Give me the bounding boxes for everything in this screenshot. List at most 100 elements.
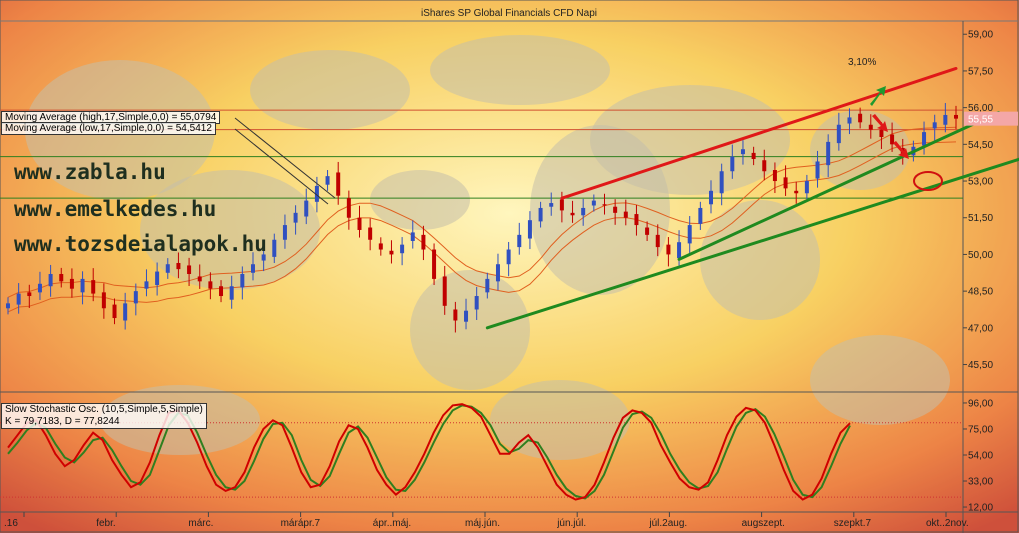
candle-body (559, 199, 564, 211)
candle (421, 225, 426, 261)
candle-body (208, 281, 213, 289)
candle (219, 280, 224, 303)
candle-body (293, 212, 298, 223)
candle-body (112, 304, 117, 319)
x-tick-label: febr. (96, 518, 115, 529)
candle (133, 283, 138, 316)
candle-body (261, 254, 266, 261)
candle (59, 267, 64, 288)
candle (346, 190, 351, 230)
candle (591, 194, 596, 212)
candle (400, 237, 405, 266)
candle-body (954, 114, 958, 119)
candle-body (527, 220, 532, 239)
osc-tick-label: 75,00 (968, 424, 993, 435)
candle-body (847, 117, 852, 124)
candle-body (400, 244, 405, 254)
candle (527, 211, 532, 250)
up-arrow-icon (870, 86, 886, 106)
candle-body (304, 200, 309, 217)
candle-body (538, 207, 543, 222)
candle (538, 201, 543, 228)
candle (155, 262, 160, 296)
candle-body (772, 170, 777, 182)
price-tick-label: 57,50 (968, 66, 993, 77)
trendline-green-2 (677, 111, 1001, 261)
candle (495, 253, 500, 291)
price-tag-label: 55,55 (968, 115, 993, 126)
ma-high-line (7, 126, 957, 298)
candle-body (623, 211, 628, 218)
price-tick-label: 59,00 (968, 30, 993, 41)
candle (27, 284, 32, 309)
candle-body (250, 264, 255, 273)
candle (645, 221, 650, 241)
candle-body (804, 181, 809, 194)
candle (623, 199, 628, 226)
map-continent-6 (590, 85, 790, 195)
map-continent-12 (370, 170, 470, 230)
candle (506, 241, 511, 277)
candle-body (506, 249, 511, 265)
candle-body (432, 249, 437, 279)
candle-body (91, 280, 96, 294)
candle (101, 283, 106, 319)
candle (240, 266, 245, 300)
candle-body (613, 206, 618, 213)
map-continent-1 (140, 170, 320, 290)
candle (804, 174, 809, 200)
trendline-green-1 (485, 157, 1019, 330)
candle (570, 200, 575, 223)
candle-body (677, 242, 682, 259)
candle-body (879, 129, 884, 137)
down-arrow-icon (872, 114, 888, 132)
candle-body (453, 309, 458, 321)
x-tick-label: júl.2aug. (648, 518, 687, 529)
candle (943, 102, 948, 133)
candle-body (485, 278, 490, 293)
candle-body (378, 243, 383, 250)
candle (250, 252, 255, 281)
candle-body (59, 274, 64, 282)
candle-body (144, 281, 149, 289)
candle (719, 163, 724, 206)
candle (836, 112, 841, 151)
price-tick-label: 53,00 (968, 177, 993, 188)
candle (304, 188, 309, 225)
candle-body (730, 156, 735, 172)
map-continent-8 (810, 335, 950, 425)
candle (144, 269, 149, 297)
candle (751, 146, 756, 166)
candle-body (922, 132, 927, 146)
trendline-red-0 (560, 66, 958, 200)
chart-title: iShares SP Global Financials CFD Napi (421, 8, 597, 19)
candle (730, 144, 735, 179)
candle-body (346, 198, 351, 218)
candle-body (655, 234, 660, 248)
candle-body (868, 124, 873, 130)
candle (453, 301, 458, 333)
candle (112, 298, 117, 325)
candle-body (836, 124, 841, 144)
candle (762, 149, 767, 181)
candle-body (176, 262, 181, 270)
candle-body (165, 264, 170, 273)
candle (187, 257, 192, 286)
candle (282, 214, 287, 249)
candle (91, 268, 96, 302)
candle-body (368, 227, 373, 240)
website-label-3: www.tozsdeialapok.hu (14, 232, 267, 256)
candle-body (709, 190, 714, 205)
candle-body (187, 265, 192, 275)
candle-body (48, 274, 53, 287)
price-tick-label: 47,00 (968, 323, 993, 334)
candle (954, 105, 958, 130)
candle (261, 245, 266, 272)
candle-body (740, 149, 745, 155)
candle (772, 162, 777, 194)
candle-body (69, 278, 74, 289)
candle (634, 205, 639, 236)
osc-tick-label: 12,00 (968, 503, 993, 514)
